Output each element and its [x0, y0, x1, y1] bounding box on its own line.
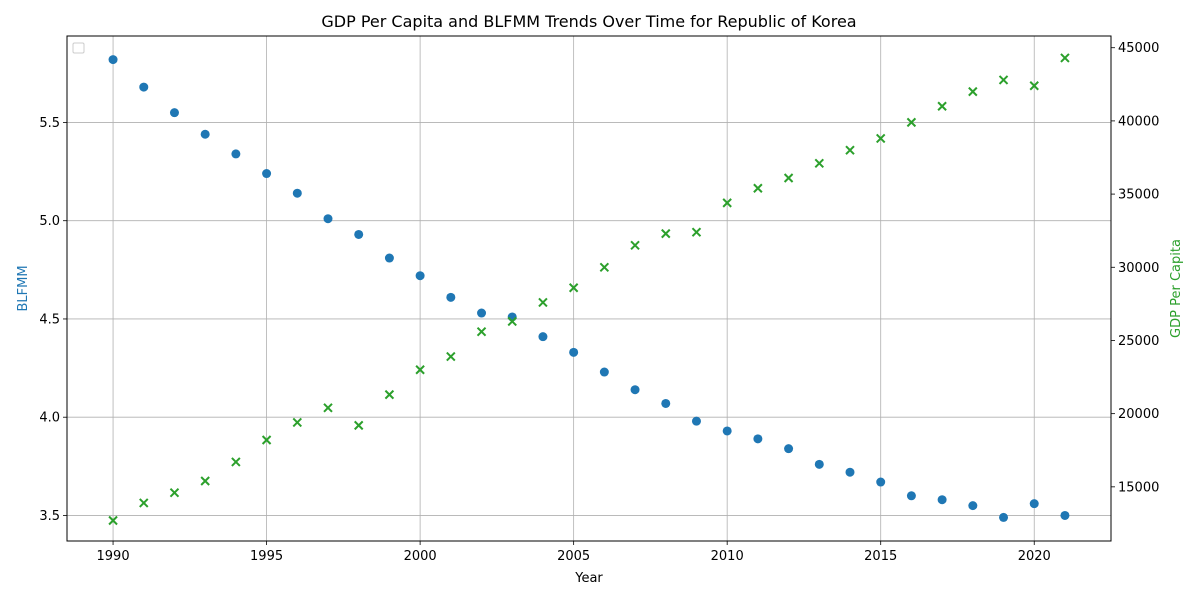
blfmm-series — [108, 55, 1070, 522]
blfmm-point — [323, 214, 333, 224]
gdp-point — [875, 133, 886, 144]
blfmm-point — [169, 108, 179, 118]
x-axis: 1990 1995 2000 2005 2010 2015 2020 — [97, 541, 1051, 564]
left-y-axis: 3.5 4.0 4.5 5.0 5.5 — [39, 116, 67, 524]
gdp-point — [783, 173, 794, 183]
blfmm-point — [630, 385, 640, 395]
blfmm-point — [108, 55, 118, 65]
x-tick-label: 2000 — [404, 549, 437, 564]
left-y-tick-label: 5.5 — [39, 116, 60, 131]
blfmm-point — [262, 169, 272, 179]
blfmm-point — [292, 188, 302, 198]
gdp-point — [937, 101, 947, 111]
x-tick-label: 2005 — [557, 549, 590, 564]
gdp-point — [507, 316, 517, 327]
left-y-tick-label: 5.0 — [39, 214, 60, 229]
plot-frame — [66, 35, 1112, 542]
x-tick-label: 2020 — [1018, 549, 1051, 564]
x-tick-label: 2010 — [711, 549, 744, 564]
chart-title: GDP Per Capita and BLFMM Trends Over Tim… — [321, 12, 856, 31]
gdp-point — [292, 417, 303, 428]
blfmm-point — [477, 308, 487, 318]
gdp-point — [231, 457, 241, 467]
right-y-axis-title: GDP Per Capita — [1169, 239, 1184, 338]
blfmm-point — [814, 459, 824, 469]
blfmm-point — [845, 467, 855, 477]
blfmm-point — [139, 82, 149, 92]
blfmm-point — [999, 512, 1009, 522]
right-y-tick-label: 45000 — [1118, 41, 1159, 56]
gdp-per-capita-series — [108, 53, 1070, 526]
blfmm-point — [1029, 499, 1039, 509]
gdp-point — [845, 145, 855, 155]
gdp-point — [1060, 53, 1070, 63]
left-y-axis-title: BLFMM — [16, 265, 31, 311]
gdp-point — [476, 326, 487, 337]
right-y-tick-label: 35000 — [1118, 188, 1159, 203]
blfmm-point — [876, 477, 886, 487]
blfmm-point — [1060, 510, 1070, 520]
gdp-point — [261, 435, 272, 445]
blfmm-point — [599, 367, 609, 377]
right-y-tick-label: 25000 — [1118, 334, 1159, 349]
right-y-tick-label: 20000 — [1118, 407, 1159, 422]
blfmm-point — [784, 444, 794, 454]
blfmm-point — [937, 495, 947, 505]
blfmm-point — [415, 271, 425, 281]
blfmm-point — [354, 229, 364, 239]
gdp-point — [814, 158, 825, 169]
right-y-axis: 15000 20000 25000 30000 35000 40000 45000 — [1111, 41, 1159, 495]
gdp-point — [323, 403, 333, 413]
blfmm-point — [968, 501, 978, 511]
gdp-point — [722, 198, 732, 208]
blfmm-point — [906, 491, 916, 501]
grid-lines — [67, 36, 1111, 541]
right-y-tick-label: 15000 — [1118, 480, 1159, 495]
x-tick-label: 1995 — [250, 549, 283, 564]
gdp-point — [200, 476, 210, 486]
legend-box[interactable] — [72, 42, 85, 54]
gdp-point — [568, 283, 579, 293]
gdp-point — [139, 498, 149, 508]
blfmm-point — [200, 129, 210, 139]
blfmm-point — [753, 434, 763, 444]
data-series — [108, 53, 1070, 526]
blfmm-point — [384, 253, 394, 263]
left-y-tick-label: 3.5 — [39, 509, 60, 524]
gdp-point — [108, 515, 118, 526]
gdp-point — [753, 183, 763, 193]
x-tick-label: 2015 — [864, 549, 897, 564]
x-axis-title: Year — [574, 571, 603, 586]
gdp-point — [691, 227, 702, 237]
gdp-point — [630, 240, 640, 251]
left-y-tick-label: 4.5 — [39, 312, 60, 327]
blfmm-point — [538, 332, 548, 342]
gdp-point — [415, 365, 425, 375]
blfmm-point — [569, 347, 579, 357]
right-y-tick-label: 30000 — [1118, 261, 1159, 276]
blfmm-point — [661, 398, 671, 408]
left-y-tick-label: 4.0 — [39, 411, 60, 426]
gdp-point — [1029, 81, 1039, 91]
gdp-point — [998, 75, 1009, 85]
gdp-point — [661, 228, 671, 239]
gdp-point — [384, 389, 395, 400]
gdp-point — [538, 297, 548, 308]
blfmm-point — [722, 426, 732, 436]
gdp-point — [446, 351, 456, 362]
x-tick-label: 1990 — [97, 549, 130, 564]
gdp-point — [353, 420, 364, 431]
gdp-point — [906, 117, 917, 128]
gdp-point — [169, 487, 180, 498]
blfmm-point — [691, 416, 701, 426]
blfmm-point — [231, 149, 241, 159]
gdp-point — [968, 86, 978, 97]
blfmm-point — [446, 292, 456, 302]
gdp-point — [599, 262, 610, 272]
right-y-tick-label: 40000 — [1118, 114, 1159, 129]
